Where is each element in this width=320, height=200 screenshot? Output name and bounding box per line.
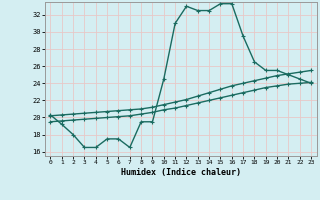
X-axis label: Humidex (Indice chaleur): Humidex (Indice chaleur) xyxy=(121,168,241,177)
